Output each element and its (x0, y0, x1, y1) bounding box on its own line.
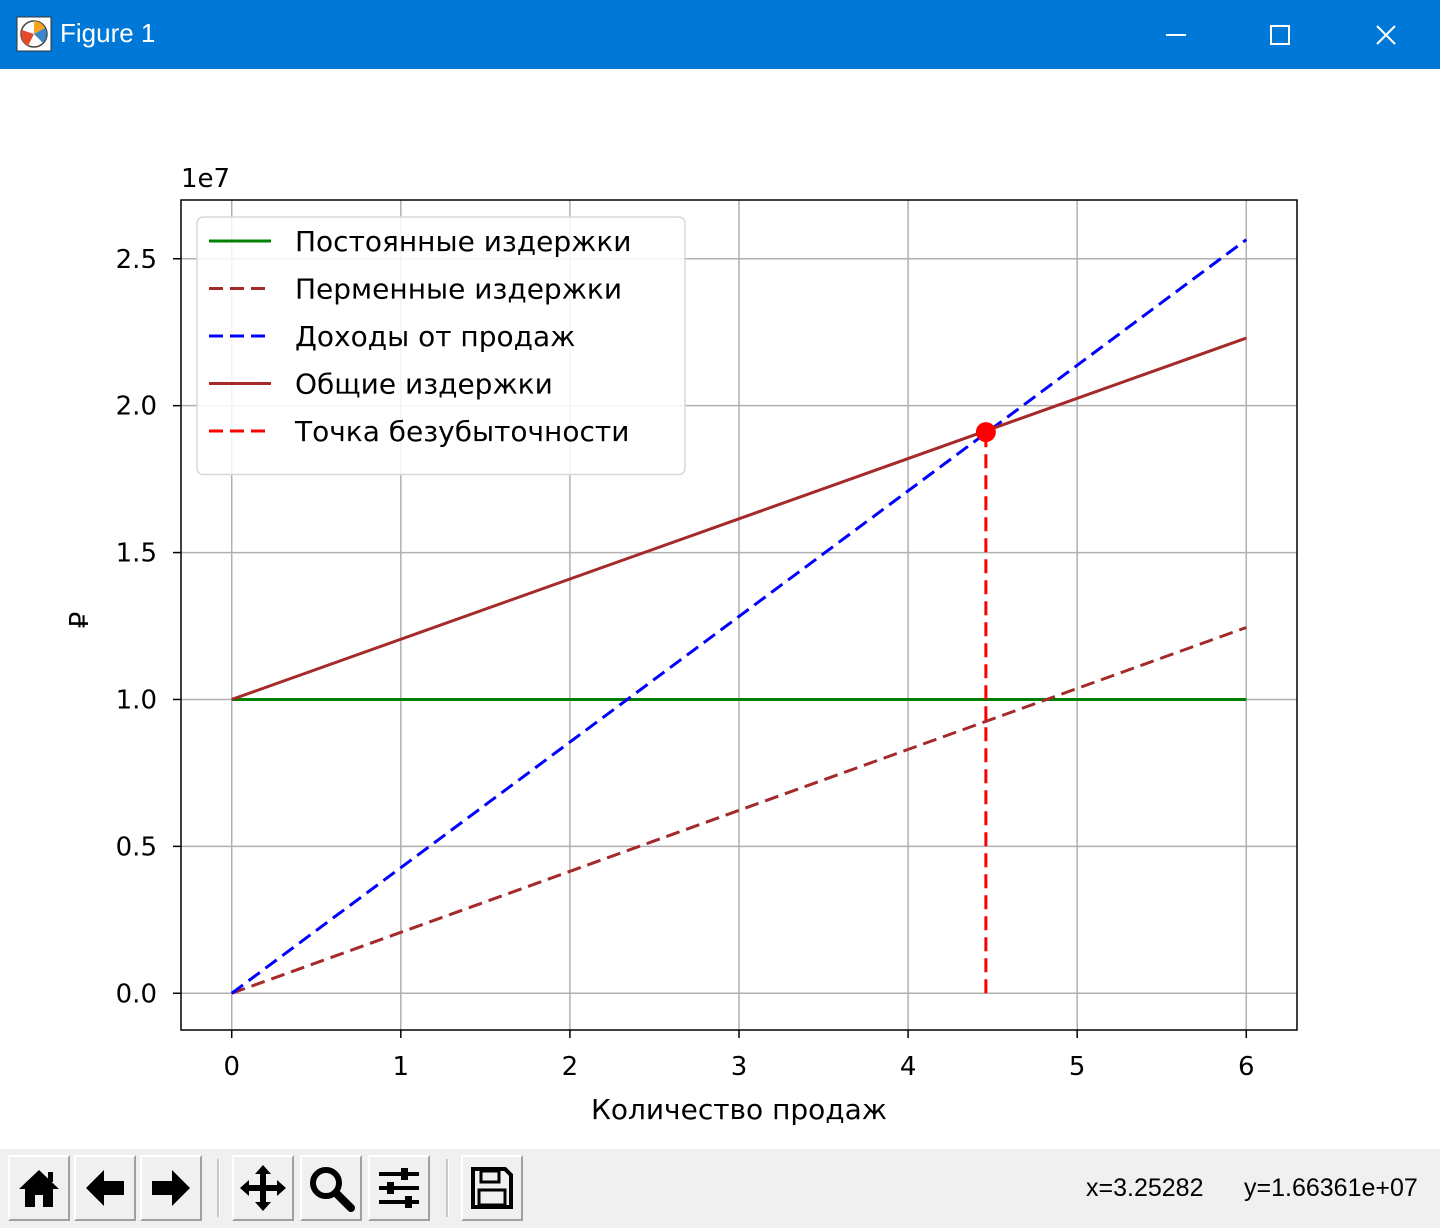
x-tick-label: 3 (731, 1052, 748, 1082)
arrow-left-icon (86, 1170, 124, 1206)
forward-button[interactable] (140, 1155, 202, 1221)
close-icon (1376, 24, 1396, 45)
window-titlebar: Figure 1 (0, 0, 1440, 69)
y-tick-label: 1.5 (116, 539, 157, 569)
x-tick-label: 5 (1069, 1052, 1086, 1082)
floppy-disk-icon (471, 1167, 513, 1209)
arrow-right-icon (152, 1170, 190, 1206)
close-button[interactable] (1334, 0, 1438, 69)
back-button[interactable] (74, 1155, 136, 1221)
series-line (230, 238, 1248, 995)
x-tick-label: 0 (223, 1052, 240, 1082)
series-line (231, 626, 1247, 995)
x-tick-label: 4 (900, 1052, 917, 1082)
home-icon (19, 1170, 59, 1207)
x-tick-label: 2 (562, 1052, 579, 1082)
x-axis-label: Количество продаж (591, 1093, 887, 1126)
minimize-button[interactable] (1124, 0, 1228, 69)
ticks: 0 1 2 3 4 5 6 0.0 0.5 1.0 1.5 2.0 2.5 (116, 245, 1255, 1082)
home-button[interactable] (8, 1155, 70, 1221)
matplotlib-icon (16, 16, 52, 52)
break-even-point-marker (975, 422, 996, 443)
legend-label: Постоянные издержки (295, 225, 632, 258)
window-title: Figure 1 (60, 18, 156, 48)
y-tick-label: 0.5 (116, 832, 157, 862)
minimize-icon (1166, 33, 1186, 36)
x-coordinate-readout: x=3.25282 (1086, 1174, 1204, 1202)
y-offset-text: 1e7 (181, 164, 230, 194)
series-line (231, 336, 1247, 701)
y-tick-label: 2.5 (116, 245, 157, 275)
legend-label: Общие издержки (295, 368, 553, 401)
magnifier-icon (310, 1167, 355, 1212)
legend-label: Точка безубыточности (294, 415, 629, 448)
toolbar-separator (446, 1159, 449, 1217)
maximize-icon (1270, 24, 1290, 45)
y-tick-label: 1.0 (116, 685, 157, 715)
toolbar-separator (217, 1159, 220, 1217)
maximize-button[interactable] (1228, 0, 1332, 69)
sliders-icon (379, 1168, 419, 1208)
y-coordinate-readout: y=1.66361e+07 (1244, 1174, 1418, 1202)
legend: Постоянные издержки Перменные издержки Дох… (196, 216, 686, 476)
pan-button[interactable] (232, 1155, 294, 1221)
y-tick-label: 0.0 (116, 979, 157, 1009)
y-tick-label: 2.0 (116, 392, 157, 422)
save-button[interactable] (461, 1155, 523, 1221)
y-axis-label: ₽ (65, 612, 95, 629)
legend-label: Доходы от продаж (295, 320, 575, 353)
legend-label: Перменные издержки (295, 273, 622, 306)
move-icon (240, 1165, 286, 1211)
x-tick-label: 6 (1238, 1052, 1255, 1082)
figure-canvas[interactable]: 0 1 2 3 4 5 6 0.0 0.5 1.0 1.5 2.0 2.5 1e7 Количество… (0, 69, 1440, 1149)
navigation-toolbar: x=3.25282 y=1.66361e+07 (0, 1149, 1440, 1228)
plot-series (230, 238, 1248, 995)
legend-box (196, 216, 686, 476)
zoom-button[interactable] (300, 1155, 362, 1221)
x-tick-label: 1 (393, 1052, 410, 1082)
subplots-button[interactable] (368, 1155, 430, 1221)
chart: 0 1 2 3 4 5 6 0.0 0.5 1.0 1.5 2.0 2.5 1e7 Количество… (65, 164, 1298, 1126)
